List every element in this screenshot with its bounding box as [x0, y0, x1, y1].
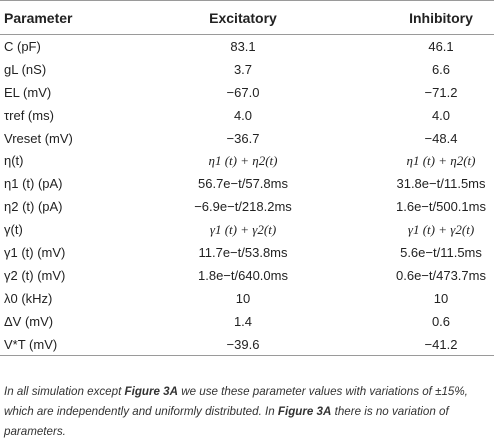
- excitatory-cell: −39.6: [138, 332, 348, 357]
- table-row-gamma2: γ2 (t) (mV) 1.8e−t/640.0ms 0.6e−t/473.7m…: [0, 264, 494, 287]
- param-cell: Vreset (mV): [4, 130, 73, 146]
- table-row-reset-potential: Vreset (mV) −36.7 −48.4: [0, 127, 494, 150]
- param-cell: ΔV (mV): [4, 313, 54, 329]
- table-row-lambda0: λ0 (kHz) 10 10: [0, 287, 494, 310]
- param-cell: η(t): [4, 153, 24, 169]
- inhibitory-cell: γ1 (t) + γ2(t): [407, 221, 475, 237]
- excitatory-cell: 1.8e−t/640.0ms: [198, 267, 288, 283]
- param-cell: C (pF): [4, 38, 41, 54]
- excitatory-cell: 83.1: [230, 38, 256, 54]
- table-header-row: Parameter Excitatory Inhibitory: [0, 0, 494, 35]
- table-row-gamma1: γ1 (t) (mV) 11.7e−t/53.8ms 5.6e−t/11.5ms: [0, 241, 494, 264]
- param-cell: η1 (t) (pA): [4, 176, 63, 192]
- inhibitory-cell: 6.6: [431, 61, 451, 77]
- header-parameter: Parameter: [0, 0, 138, 35]
- footnote-text-2: we use these parameter values with varia…: [4, 385, 468, 418]
- param-cell: η2 (t) (pA): [4, 199, 63, 215]
- inhibitory-cell: 0.6: [431, 313, 451, 329]
- inhibitory-cell: −48.4: [424, 130, 458, 146]
- excitatory-cell: 10: [235, 290, 251, 306]
- param-cell: EL (mV): [4, 84, 52, 100]
- inhibitory-cell: η1 (t) + η2(t): [406, 152, 476, 168]
- table-row-delta-v: ΔV (mV) 1.4 0.6: [0, 310, 494, 333]
- excitatory-cell: −6.9e−t/218.2ms: [194, 199, 292, 215]
- inhibitory-cell: −41.2: [348, 332, 494, 357]
- table-footnote: In all simulation except Figure 3A we us…: [4, 382, 490, 442]
- table-row-eta: η(t) η1 (t) + η2(t) η1 (t) + η2(t): [0, 149, 494, 172]
- figure-reference-link[interactable]: Figure 3A: [277, 405, 332, 418]
- inhibitory-cell: 1.6e−t/500.1ms: [396, 199, 486, 215]
- inhibitory-cell: 10: [433, 290, 449, 306]
- table-row-refractory: τref (ms) 4.0 4.0: [0, 104, 494, 127]
- param-cell: V*T (mV): [0, 332, 138, 357]
- param-cell: γ2 (t) (mV): [4, 267, 66, 283]
- figure-reference-link[interactable]: Figure 3A: [124, 385, 178, 398]
- table-row-leak-potential: EL (mV) −67.0 −71.2: [0, 81, 494, 104]
- excitatory-cell: 56.7e−t/57.8ms: [198, 176, 288, 192]
- excitatory-cell: −36.7: [226, 130, 260, 146]
- table-row-eta2: η2 (t) (pA) −6.9e−t/218.2ms 1.6e−t/500.1…: [0, 195, 494, 218]
- excitatory-cell: η1 (t) + η2(t): [208, 152, 278, 168]
- inhibitory-cell: −71.2: [424, 84, 458, 100]
- inhibitory-cell: 0.6e−t/473.7ms: [396, 267, 486, 283]
- parameter-table: Parameter Excitatory Inhibitory C (pF) 8…: [0, 0, 494, 357]
- excitatory-cell: γ1 (t) + γ2(t): [209, 221, 277, 237]
- table-row-capacitance: C (pF) 83.1 46.1: [0, 35, 494, 58]
- inhibitory-cell: 31.8e−t/11.5ms: [396, 176, 486, 192]
- excitatory-cell: 1.4: [233, 313, 253, 329]
- param-cell: τref (ms): [4, 107, 54, 123]
- table-row-conductance: gL (nS) 3.7 6.6: [0, 58, 494, 81]
- table-row-gamma: γ(t) γ1 (t) + γ2(t) γ1 (t) + γ2(t): [0, 218, 494, 241]
- table-row-threshold: V*T (mV) −39.6 −41.2: [0, 332, 494, 357]
- inhibitory-cell: 5.6e−t/11.5ms: [400, 244, 482, 260]
- footnote-text-1: In all simulation except: [4, 385, 125, 398]
- excitatory-cell: 11.7e−t/53.8ms: [198, 244, 288, 260]
- table-row-eta1: η1 (t) (pA) 56.7e−t/57.8ms 31.8e−t/11.5m…: [0, 172, 494, 195]
- excitatory-cell: 3.7: [233, 61, 253, 77]
- param-cell: γ(t): [4, 222, 23, 238]
- excitatory-cell: 4.0: [233, 107, 253, 123]
- excitatory-cell: −67.0: [226, 84, 260, 100]
- header-inhibitory: Inhibitory: [348, 0, 494, 35]
- inhibitory-cell: 4.0: [431, 107, 451, 123]
- param-cell: λ0 (kHz): [4, 290, 53, 306]
- param-cell: gL (nS): [4, 61, 47, 77]
- header-excitatory: Excitatory: [138, 0, 348, 35]
- param-cell: γ1 (t) (mV): [4, 244, 66, 260]
- footnote-text-3: there is no variation of parameters.: [4, 405, 449, 438]
- inhibitory-cell: 46.1: [428, 38, 454, 54]
- parameter-table-container: Parameter Excitatory Inhibitory C (pF) 8…: [0, 0, 494, 357]
